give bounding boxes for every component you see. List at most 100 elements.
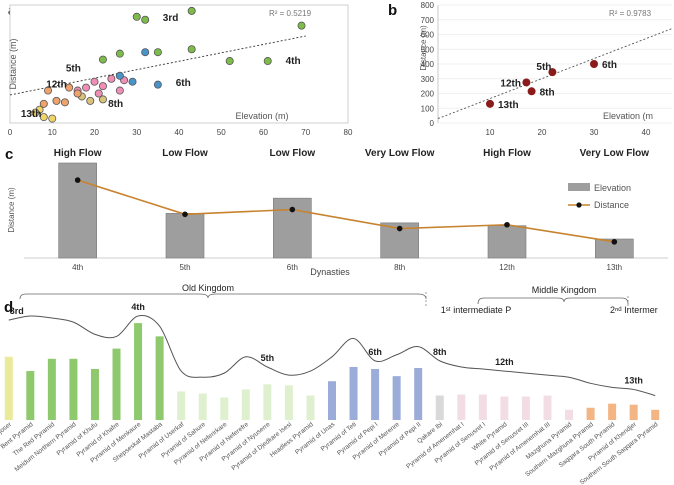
y-tick-b: 500 [421,45,435,54]
dynasty-label-13th: 13th [624,375,643,385]
x-tick-c: 12th [499,263,515,272]
data-point-3rd [141,15,150,24]
data-point-13th [48,114,57,123]
data-point-6th [153,80,162,89]
bar-pyramid [371,369,380,420]
data-point-13th [486,99,494,108]
x-tick-c: 8th [394,263,405,272]
r-squared-b: R² = 0.9783 [609,9,652,18]
data-point-13th [39,113,48,122]
dynasty-label-4th: 4th [286,56,301,67]
flow-label: Low Flow [162,148,208,159]
data-point-8th [527,87,536,96]
y-axis-label-a: Distance (m) [8,38,18,89]
data-point-12th [39,99,48,108]
y-axis-label-b: Distance (m) [419,25,428,71]
dynasty-label-3rd: 3rd [10,306,24,316]
dynasty-label-5th: 5th [261,353,275,363]
x-tick-c: 4th [72,263,83,272]
data-point-8th [86,96,95,105]
dynasty-label-12th: 12th [495,357,514,367]
x-tick-b: 40 [642,128,651,137]
data-point-3rd [263,57,272,66]
bar-pyramid [47,358,56,420]
bar-elevation [58,162,97,259]
data-point-6th [141,48,150,57]
bar-pyramid [651,409,660,420]
flow-label: High Flow [483,148,531,159]
bar-pyramid [306,395,315,420]
flow-label: High Flow [54,148,102,159]
bar-pyramid [328,381,336,420]
bar-pyramid [263,384,272,420]
point-distance [289,206,296,213]
data-point-5th [82,83,91,92]
x-tick-a: 60 [259,128,268,137]
dynasty-label-13th: 13th [21,109,42,120]
bar-pyramid [220,397,229,420]
bar-pyramid [177,391,186,420]
data-point-4th [98,55,107,64]
bar-pyramid [500,396,509,420]
panel-label-d: d [4,299,14,316]
legend-label-distance: Distance [594,200,629,210]
data-point-6th [590,60,598,68]
x-tick-b: 10 [486,128,495,137]
data-point-3rd [297,21,306,30]
data-point-4th [115,49,124,58]
bar-pyramid [134,323,143,420]
period-bracket [19,293,427,300]
y-tick-b: 0 [430,119,435,128]
data-point-12th [65,83,74,92]
data-point-3rd [187,45,196,54]
bar-pyramid [26,371,35,420]
line-distance-profile [8,315,656,397]
x-tick-c: 5th [179,263,190,272]
bar-pyramid [284,385,293,420]
x-tick-a: 0 [8,128,13,137]
data-point-5th [94,89,103,98]
x-axis-label-b: Elevation (m [603,111,653,121]
dynasty-label-12th: 12th [46,80,67,91]
x-tick-c: 6th [287,263,298,272]
x-tick-b: 30 [590,128,599,137]
x-tick-b: 20 [538,128,547,137]
data-point-6th [115,71,124,80]
y-tick-b: 300 [421,75,435,84]
point-distance [182,211,188,218]
bar-pyramid [543,395,552,420]
bar-pyramid [586,407,595,420]
data-point-5th [115,86,124,95]
bar-pyramid [392,376,401,420]
period-bracket [477,297,629,305]
bar-pyramid [90,369,99,420]
data-point-8th [98,95,107,104]
data-point-5th [107,74,116,83]
bar-pyramid [349,366,358,420]
dynasty-label-6th: 6th [176,78,191,89]
x-tick-a: 80 [344,128,353,137]
y-tick-b: 600 [421,31,435,40]
point-distance [396,225,403,232]
bar-pyramid [565,409,574,420]
pyramid-name: Southern South Saqqara Pyramid [579,421,660,485]
data-point-13th [31,108,40,117]
panel-label-c: c [5,146,14,163]
bar-pyramid [112,348,121,420]
data-point-5th [548,68,557,77]
legend-swatch-elevation [568,183,590,191]
y-tick-b: 400 [421,60,435,69]
data-point-3rd [187,6,196,15]
dynasty-label-4th: 4th [131,302,145,312]
point-label-13th: 13th [498,100,519,111]
x-tick-a: 70 [301,128,310,137]
y-tick-b: 100 [421,104,435,113]
dynasty-label-6th: 6th [368,347,382,357]
data-point-12th [52,96,61,105]
data-point-3rd [153,48,162,57]
period-label: Middle Kingdom [532,285,597,295]
flow-label: Very Low Flow [580,148,650,159]
x-tick-a: 30 [132,128,141,137]
point-label-6th: 6th [602,60,617,71]
